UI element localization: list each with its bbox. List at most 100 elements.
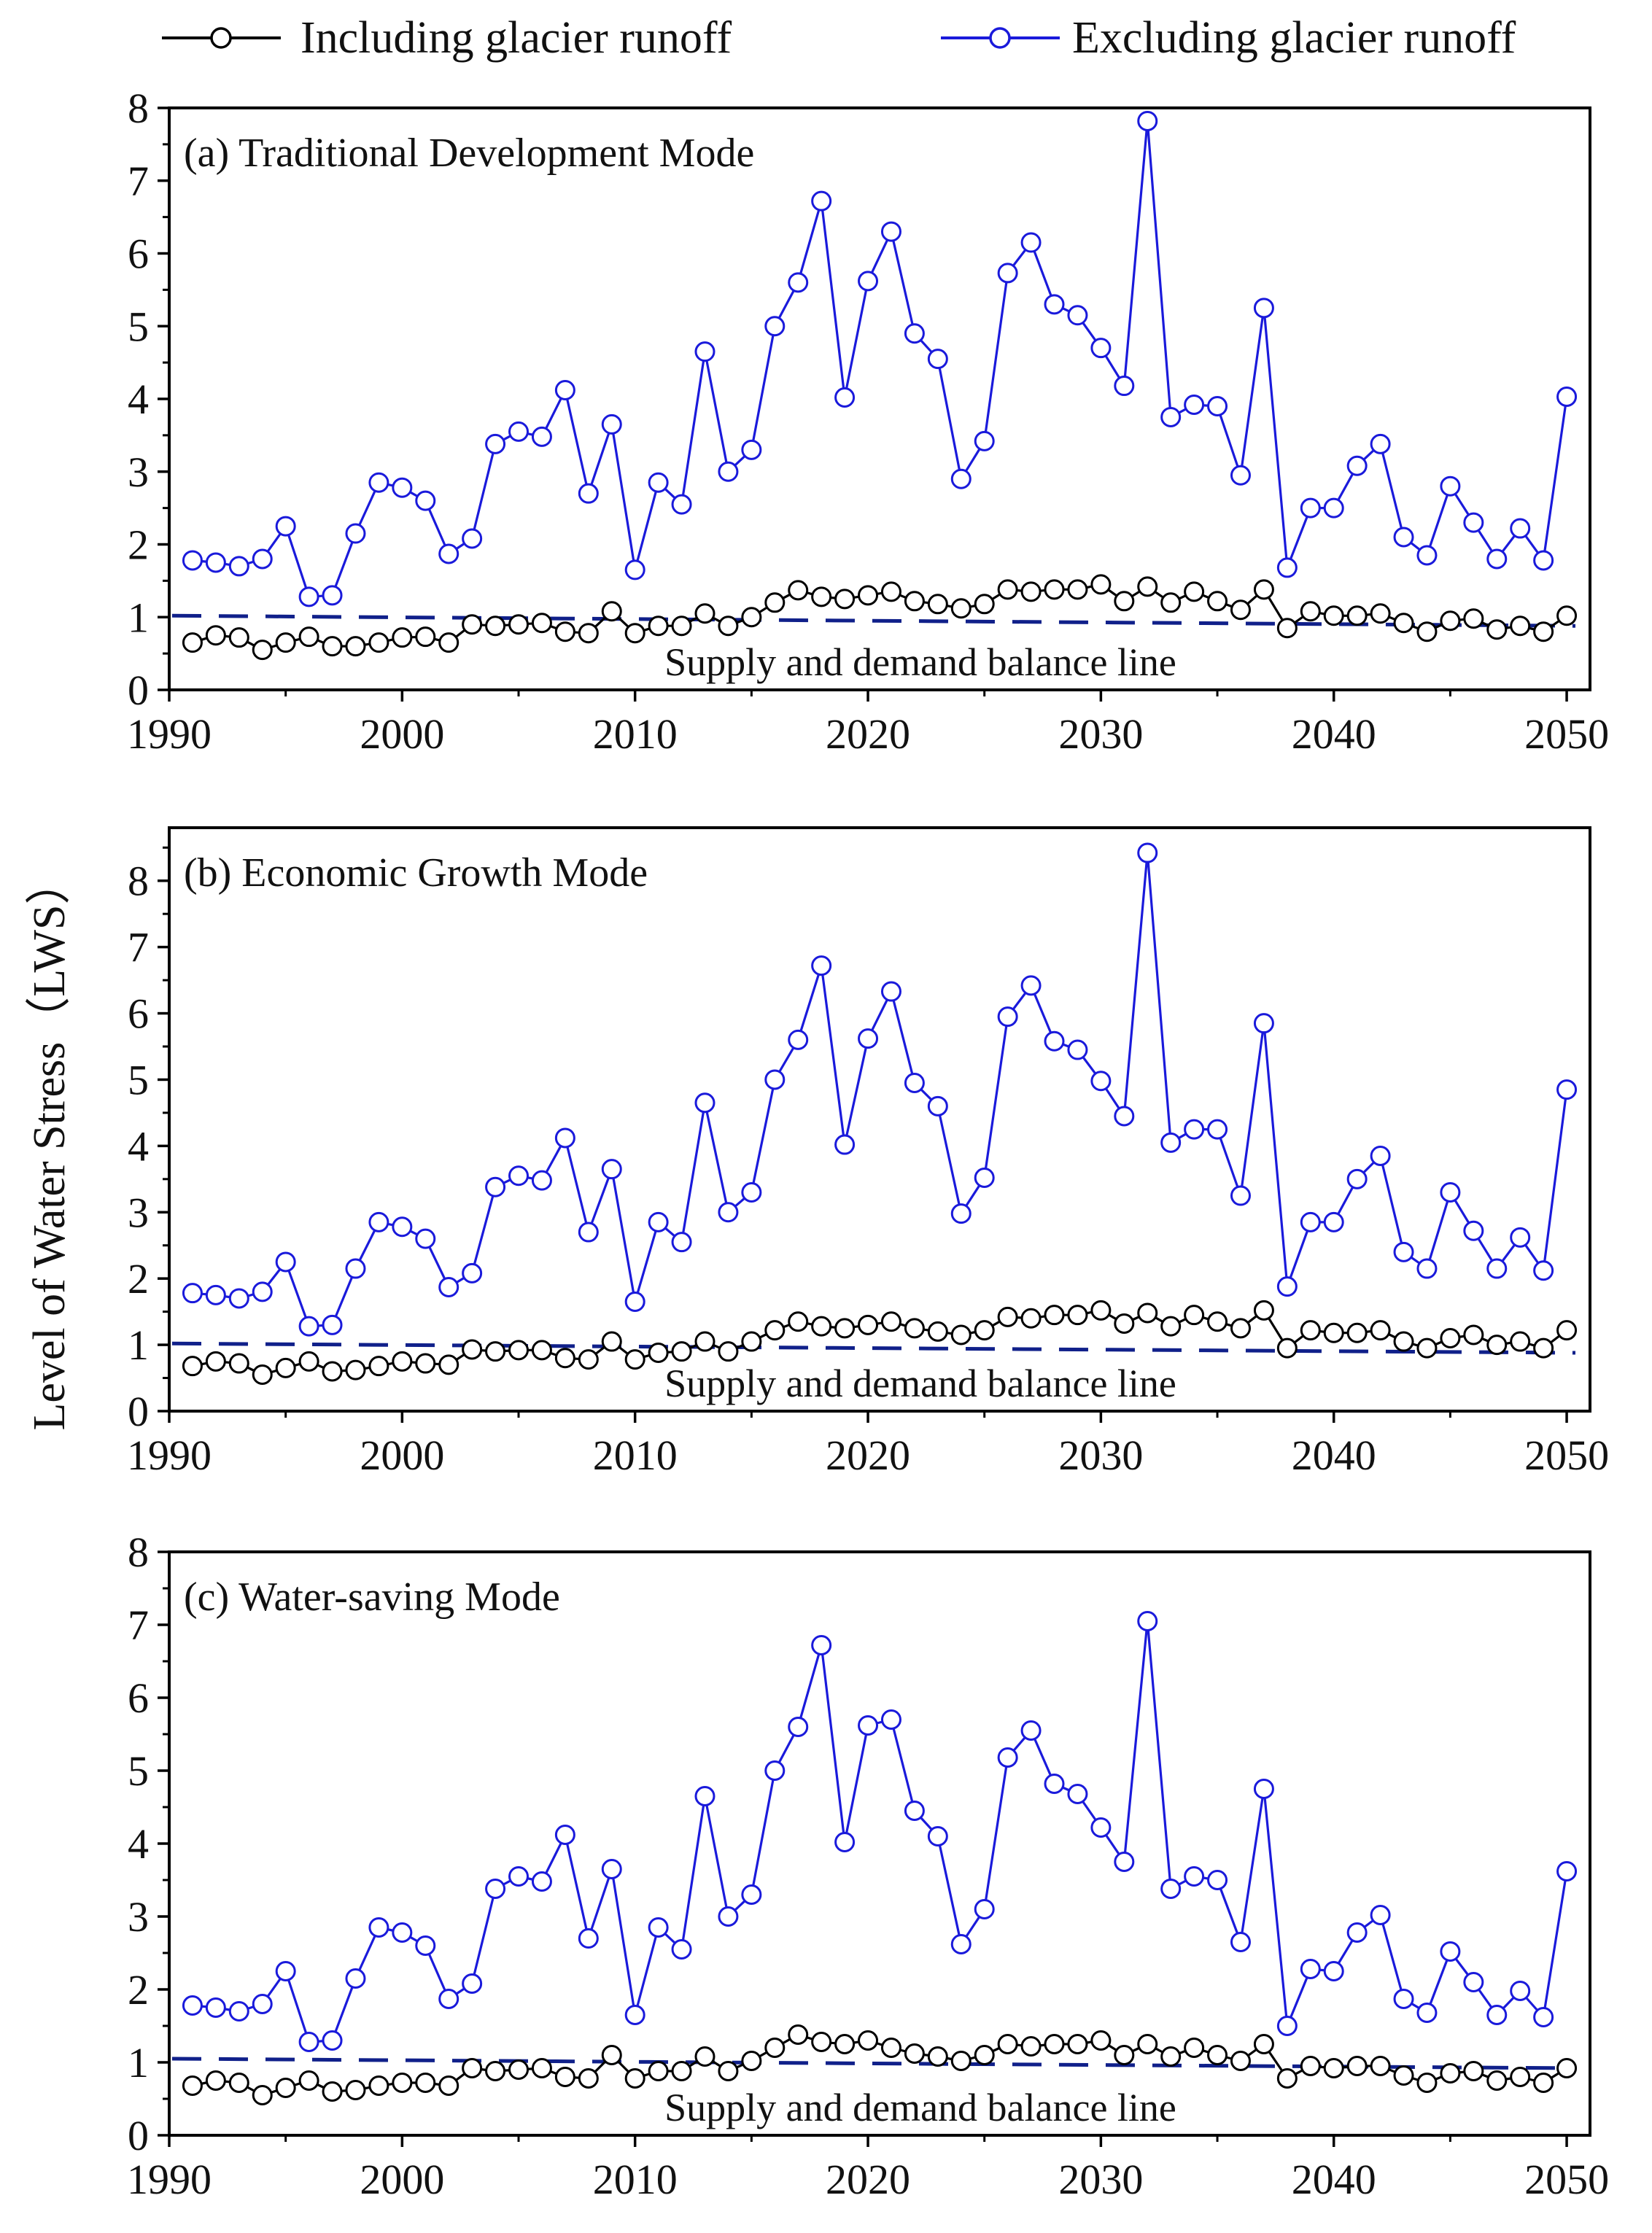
- data-point: [1137, 110, 1158, 131]
- data-point: [648, 1211, 669, 1232]
- data-point: [1393, 1241, 1414, 1262]
- data-point: [1416, 1337, 1438, 1359]
- y-tick-label: 4: [128, 1820, 149, 1868]
- data-point: [1440, 610, 1461, 632]
- y-axis-label: Level of Water Stress（LWS）: [25, 859, 74, 1430]
- data-point: [1230, 1185, 1251, 1206]
- data-point: [182, 1356, 203, 1377]
- data-point: [252, 1281, 273, 1302]
- y-tick-label: 2: [128, 1255, 149, 1302]
- data-point: [1370, 603, 1391, 624]
- y-tick-label: 4: [128, 376, 149, 423]
- data-point: [1300, 601, 1321, 622]
- panel-c-series-excluding-line: [192, 1620, 1568, 2043]
- y-tick-label: 6: [128, 230, 149, 278]
- data-point: [508, 1866, 530, 1887]
- data-point: [764, 1069, 786, 1090]
- data-point: [858, 271, 879, 292]
- data-point: [1556, 1861, 1578, 1881]
- data-point: [811, 2032, 832, 2052]
- data-point: [1044, 1774, 1065, 1794]
- data-point: [1207, 1311, 1228, 1332]
- data-point: [1346, 455, 1368, 476]
- data-point: [1510, 2067, 1531, 2087]
- data-point: [601, 1331, 622, 1352]
- data-point: [228, 2001, 249, 2022]
- panel-b-series-including: [182, 1300, 1578, 1385]
- data-point: [858, 2030, 879, 2051]
- x-tick-label: 2040: [1292, 2156, 1376, 2203]
- x-tick-label: 2020: [826, 1432, 910, 1479]
- data-point: [392, 477, 413, 498]
- data-point: [415, 1228, 436, 1249]
- data-point: [368, 1211, 389, 1232]
- data-point: [1486, 548, 1508, 570]
- data-point: [531, 2058, 552, 2078]
- data-point: [927, 349, 948, 370]
- x-tick-label: 2010: [593, 710, 678, 758]
- data-point: [368, 632, 389, 653]
- x-tick-label: 1990: [127, 710, 212, 758]
- data-point: [1090, 1817, 1112, 1838]
- data-point: [182, 1283, 203, 1304]
- data-point: [974, 1168, 995, 1188]
- panel-a-balance-label: Supply and demand balance line: [664, 640, 1176, 684]
- data-point: [788, 1717, 809, 1737]
- x-tick-label: 2040: [1292, 1432, 1376, 1479]
- data-point: [322, 2081, 343, 2102]
- y-tick-label: 8: [128, 1529, 149, 1576]
- data-point: [1300, 497, 1321, 519]
- data-point: [1184, 2038, 1205, 2058]
- x-tick-label: 2000: [360, 2156, 444, 2203]
- data-point: [834, 1134, 856, 1155]
- legend-marker-including: [210, 27, 232, 49]
- data-point: [764, 1320, 786, 1341]
- panel-c: 0 1 2 3 4 5 6 7 8 1990 2000 2010 2020 2030 2040 2050 (c)…: [127, 1529, 1609, 2203]
- data-point: [648, 1917, 669, 1938]
- data-point: [1556, 1320, 1578, 1341]
- data-point: [1090, 1300, 1112, 1321]
- data-point: [1067, 579, 1088, 600]
- data-point: [1207, 395, 1228, 416]
- data-point: [275, 2078, 296, 2098]
- data-point: [694, 603, 716, 624]
- panel-c-title: (c) Water-saving Mode: [184, 1574, 560, 1620]
- data-point: [1137, 1611, 1158, 1631]
- data-point: [1486, 1335, 1508, 1356]
- data-point: [415, 1353, 436, 1374]
- data-point: [904, 1318, 925, 1339]
- data-point: [1253, 579, 1274, 600]
- data-point: [1067, 305, 1088, 326]
- data-point: [1044, 1030, 1065, 1052]
- data-point: [205, 1351, 226, 1372]
- x-tick-label: 2020: [826, 2156, 910, 2203]
- data-point: [1044, 1305, 1065, 1326]
- data-point: [1300, 1211, 1321, 1232]
- data-point: [1463, 1220, 1484, 1241]
- data-point: [485, 1176, 506, 1197]
- data-point: [694, 341, 716, 362]
- data-point: [624, 2068, 645, 2089]
- data-point: [1533, 621, 1554, 642]
- data-point: [1276, 1276, 1298, 1297]
- data-point: [1510, 1331, 1531, 1352]
- data-point: [880, 1709, 901, 1730]
- data-point: [1160, 406, 1182, 427]
- legend-marker-excluding: [989, 27, 1011, 49]
- data-point: [624, 559, 645, 580]
- data-point: [1416, 545, 1438, 566]
- data-point: [531, 1871, 552, 1892]
- data-point: [601, 2045, 622, 2065]
- data-point: [1393, 527, 1414, 548]
- data-point: [1440, 1182, 1461, 1203]
- data-point: [1276, 557, 1298, 578]
- panel-b-balance-label: Supply and demand balance line: [664, 1362, 1176, 1405]
- data-point: [718, 461, 739, 482]
- data-point: [1276, 2068, 1298, 2089]
- data-point: [205, 1997, 226, 2018]
- data-point: [1533, 550, 1554, 571]
- x-tick-label: 2030: [1058, 2156, 1143, 2203]
- y-tick-label: 3: [128, 448, 149, 496]
- data-point: [438, 1989, 459, 2009]
